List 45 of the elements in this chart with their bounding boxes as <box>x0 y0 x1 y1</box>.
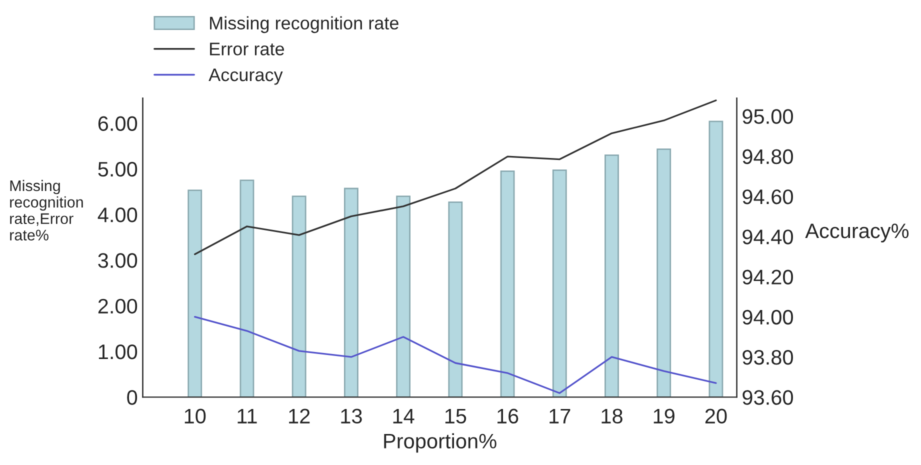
bar <box>344 188 358 398</box>
y2-tick-label: 93.80 <box>742 350 793 365</box>
bar <box>604 154 619 398</box>
y2-tick-label: 95.00 <box>742 109 793 124</box>
y-tick-label: 0 <box>127 390 138 405</box>
bar <box>708 120 724 398</box>
legend-label: Missing recognition rate <box>210 16 398 34</box>
bar <box>448 202 463 398</box>
y-axis-title: Missing recognition rate,Error rate% <box>10 180 83 241</box>
x-tick-label: 14 <box>393 408 414 424</box>
x-tick-label: 20 <box>705 408 727 424</box>
x-tick-label: 11 <box>238 408 257 424</box>
x-tick-label: 12 <box>289 408 310 424</box>
bar <box>396 196 411 398</box>
x-tick-label: 17 <box>550 408 570 424</box>
y-tick-label: 6.00 <box>98 116 138 131</box>
x-tick-label: 18 <box>602 408 622 424</box>
y2-axis-title: Accuracy% <box>805 224 909 242</box>
y-tick-label: 3.00 <box>98 253 138 268</box>
y2-tick-label: 93.60 <box>742 390 793 405</box>
y2-tick-label: 94.20 <box>742 270 793 284</box>
x-tick-label: 16 <box>498 408 518 424</box>
legend-label: Accuracy <box>208 68 283 85</box>
bar <box>500 170 515 398</box>
x-axis-title: Proportion% <box>384 433 496 453</box>
x-tick-label: 10 <box>184 408 206 424</box>
x-tick-label: 19 <box>654 408 674 424</box>
y-tick-label: 2.00 <box>98 298 138 314</box>
y2-tick-label: 94.00 <box>742 310 793 325</box>
y-tick-label: 5.00 <box>98 162 138 177</box>
y2-tick-label: 94.40 <box>742 230 793 244</box>
legend-label: Error rate <box>210 42 284 56</box>
bar <box>292 196 306 398</box>
bar <box>552 170 567 398</box>
line-series <box>194 316 717 394</box>
line-series <box>194 100 717 256</box>
bar <box>240 180 254 398</box>
x-tick-label: 13 <box>341 408 362 424</box>
bar <box>188 190 202 398</box>
y-tick-label: 4.00 <box>98 208 138 222</box>
y-tick-label: 1.00 <box>98 344 138 360</box>
y2-tick-label: 94.80 <box>742 149 793 164</box>
y2-tick-label: 94.60 <box>742 189 793 204</box>
x-tick-label: 15 <box>445 408 466 424</box>
bar <box>656 148 672 398</box>
